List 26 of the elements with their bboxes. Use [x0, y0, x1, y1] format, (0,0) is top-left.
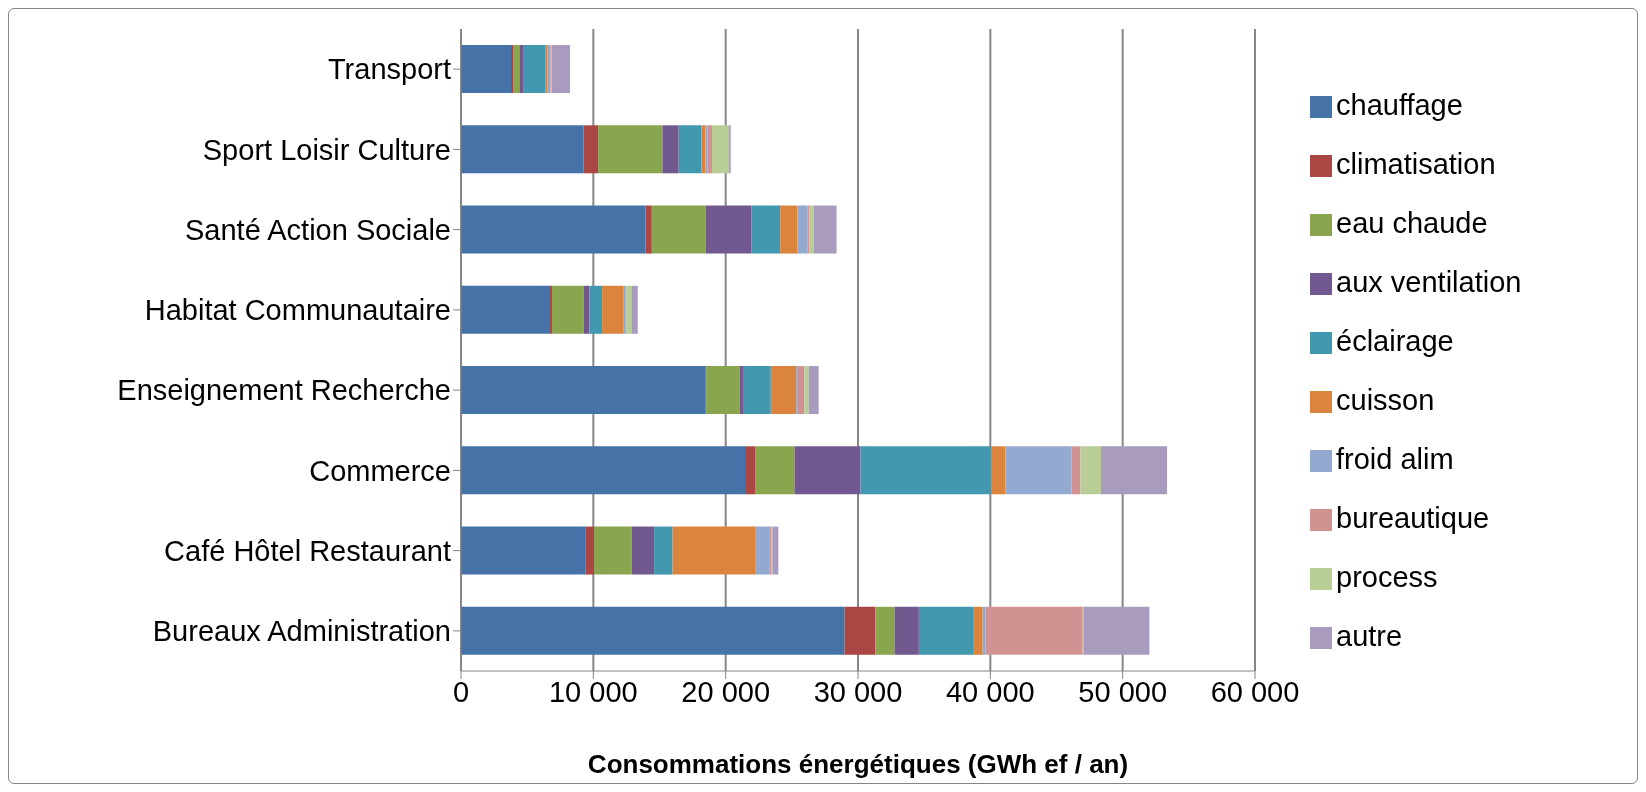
- legend-label: bureautique: [1336, 502, 1490, 534]
- x-axis-title: Consommations énergétiques (GWh ef / an): [587, 749, 1129, 779]
- x-tick-label: 10 000: [548, 675, 638, 708]
- y-tick-label: Commerce: [309, 454, 451, 487]
- legend-label: froid alim: [1336, 443, 1454, 475]
- legend-label: éclairage: [1336, 325, 1454, 357]
- x-tick-label: 50 000: [1078, 675, 1168, 708]
- x-tick-label: 20 000: [681, 675, 771, 708]
- x-tick-label: 0: [452, 675, 470, 708]
- y-tick-label: Santé Action Sociale: [184, 213, 451, 246]
- x-tick-label: 40 000: [945, 675, 1035, 708]
- y-tick-label: Sport Loisir Culture: [202, 133, 451, 166]
- legend-label: eau chaude: [1336, 207, 1488, 239]
- x-tick-label: 60 000: [1210, 675, 1300, 708]
- y-tick-label: Transport: [327, 53, 451, 86]
- legend-label: autre: [1336, 620, 1403, 652]
- y-tick-label: Habitat Communautaire: [144, 294, 451, 327]
- legend-label: climatisation: [1336, 148, 1496, 180]
- legend-label: cuisson: [1336, 384, 1435, 416]
- legend-label: aux ventilation: [1336, 266, 1522, 298]
- x-tick-label: 30 000: [813, 675, 903, 708]
- y-tick-label: Café Hôtel Restaurant: [164, 534, 451, 567]
- y-tick-label: Bureaux Administration: [152, 615, 451, 648]
- legend-label: chauffage: [1336, 89, 1463, 121]
- y-tick-label: Enseignement Recherche: [117, 374, 451, 407]
- legend-label: process: [1336, 561, 1438, 593]
